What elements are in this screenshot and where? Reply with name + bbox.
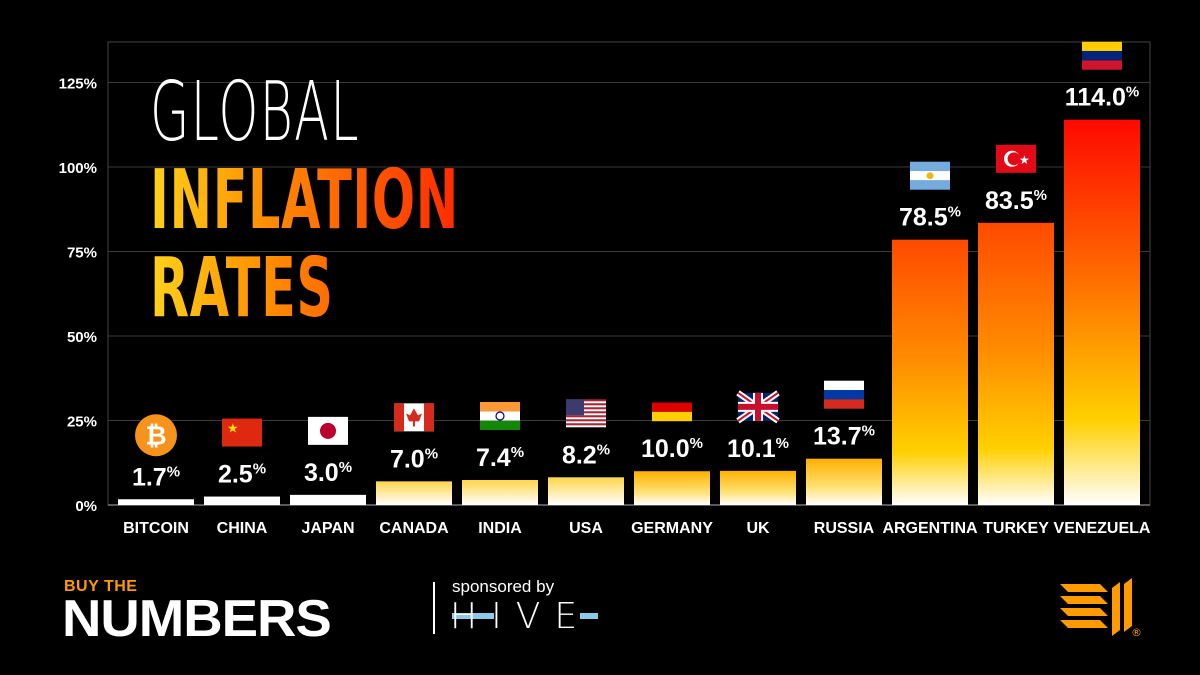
x-tick-label: USA xyxy=(569,520,603,537)
data-label-venezuela: 114.0% xyxy=(1065,84,1140,112)
axes xyxy=(107,41,1151,506)
x-tick-label: TURKEY xyxy=(983,520,1049,537)
germany-flag-icon xyxy=(652,393,692,422)
brand-big-text: NUMBERS xyxy=(62,590,332,648)
india-flag-icon xyxy=(480,401,520,430)
data-label-germany: 10.0% xyxy=(641,435,703,463)
turkey-flag-icon: ★ xyxy=(996,144,1036,173)
title-line-inflation: INFLATION xyxy=(150,153,459,248)
bar-bitcoin xyxy=(118,499,194,505)
title-line-global: GLOBAL xyxy=(150,65,360,160)
hive-accent-bar-right xyxy=(580,613,598,619)
x-tick-label: UK xyxy=(746,520,770,537)
bar-turkey xyxy=(978,222,1054,505)
y-tick-label: 75% xyxy=(67,245,97,262)
gridlines xyxy=(108,82,1150,422)
data-label-russia: 13.7% xyxy=(813,423,875,451)
bar-japan xyxy=(290,494,366,505)
argentina-flag-icon xyxy=(910,161,950,190)
bar-india xyxy=(462,479,538,505)
data-label-canada: 7.0% xyxy=(390,445,438,473)
bar-russia xyxy=(806,458,882,505)
x-tick-label: JAPAN xyxy=(301,520,354,537)
bitcoin-icon: ₿ xyxy=(135,414,177,457)
japan-flag-icon xyxy=(308,416,348,445)
svg-text:★: ★ xyxy=(1019,153,1030,167)
data-label-china: 2.5% xyxy=(218,461,266,489)
usa-flag-icon xyxy=(566,399,606,428)
hive-logo-text: HIVE xyxy=(450,596,592,637)
svg-text:₿: ₿ xyxy=(145,421,166,451)
x-tick-labels: BITCOIN CHINA JAPAN CANADA INDIA USA GERMANY UK… xyxy=(123,520,1151,537)
flag-icons: ₿ ★ ★ xyxy=(135,41,1122,457)
data-label-bitcoin: 1.7% xyxy=(132,463,180,491)
venezuela-flag-icon xyxy=(1082,41,1122,70)
bar-venezuela xyxy=(1064,119,1140,506)
canada-flag-icon xyxy=(394,403,434,432)
x-tick-label: VENEZUELA xyxy=(1054,520,1151,537)
y-tick-labels: 0% 25% 50% 75% 100% 125% xyxy=(59,76,97,515)
sponsored-by-text: sponsored by xyxy=(452,577,555,596)
hive-accent-bar xyxy=(452,613,494,619)
bar-argentina xyxy=(892,239,968,505)
russia-flag-icon xyxy=(824,380,864,409)
trademark-symbol: ® xyxy=(1131,626,1142,639)
x-tick-label: CANADA xyxy=(379,520,449,537)
bar-uk xyxy=(720,470,796,505)
bars xyxy=(118,119,1140,506)
data-label-japan: 3.0% xyxy=(304,459,352,487)
china-flag-icon: ★ xyxy=(222,418,262,447)
data-label-argentina: 78.5% xyxy=(899,204,961,232)
y-tick-label: 25% xyxy=(67,414,97,431)
x-tick-label: INDIA xyxy=(478,520,522,537)
bar-canada xyxy=(376,481,452,505)
svg-text:★: ★ xyxy=(227,422,239,437)
y-tick-label: 50% xyxy=(67,329,97,346)
bar-germany xyxy=(634,471,710,505)
data-label-usa: 8.2% xyxy=(562,441,610,469)
x-tick-label: RUSSIA xyxy=(814,520,875,537)
brand-logo: BUY THE NUMBERS xyxy=(62,578,332,645)
btn-logo-icon xyxy=(1060,578,1132,636)
uk-flag-icon xyxy=(736,390,780,424)
x-tick-label: BITCOIN xyxy=(123,520,189,537)
chart-title: GLOBAL INFLATION RATES xyxy=(150,72,648,330)
brand-small-text: BUY THE xyxy=(64,578,138,595)
y-tick-label: 100% xyxy=(59,160,97,177)
bar-china xyxy=(204,496,280,505)
title-line-rates: RATES xyxy=(150,248,459,330)
y-tick-label: 0% xyxy=(75,498,97,515)
footer-divider xyxy=(433,582,435,634)
data-labels: 1.7% 2.5% 3.0% 7.0% 7.4% 8.2% 10.0% 10.1% 13.7% 7… xyxy=(132,84,1139,492)
bar-usa xyxy=(548,477,624,505)
y-tick-label: 125% xyxy=(59,76,97,93)
x-tick-label: CHINA xyxy=(217,520,268,537)
x-tick-label: GERMANY xyxy=(631,520,713,537)
x-tick-label: ARGENTINA xyxy=(882,520,978,537)
data-label-turkey: 83.5% xyxy=(985,187,1047,215)
data-label-india: 7.4% xyxy=(476,444,524,472)
data-label-uk: 10.1% xyxy=(727,435,789,463)
